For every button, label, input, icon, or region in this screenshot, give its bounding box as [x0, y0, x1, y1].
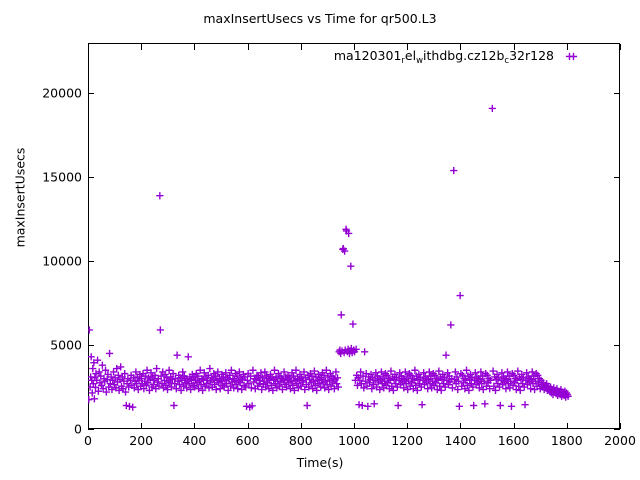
y-tick-label: 15000: [42, 169, 82, 185]
x-tick-mark-top: [247, 44, 249, 50]
legend-series-label: ma120301relwithdbg.cz12bc32r128: [333, 48, 554, 66]
y-tick-mark-right: [614, 177, 620, 179]
y-tick-label: 5000: [50, 337, 82, 353]
y-tick-mark: [88, 177, 94, 179]
x-tick-mark: [620, 423, 621, 429]
x-tick-mark: [460, 423, 462, 429]
x-tick-label: 200: [129, 433, 154, 448]
x-tick-label: 400: [182, 433, 207, 448]
x-tick-mark-top: [407, 44, 409, 50]
x-tick-mark: [407, 423, 409, 429]
x-tick-label: 1600: [497, 433, 530, 448]
x-tick-mark-top: [354, 44, 355, 50]
x-tick-label: 800: [288, 433, 313, 448]
x-tick-mark-top: [141, 44, 143, 50]
y-tick-mark: [88, 345, 94, 347]
x-tick-mark: [513, 423, 515, 429]
x-tick-label: 1200: [391, 433, 424, 448]
y-tick-label: 20000: [42, 85, 82, 101]
x-axis-label: Time(s): [296, 455, 344, 470]
x-tick-mark: [141, 423, 143, 429]
x-tick-mark-top: [513, 44, 515, 50]
x-tick-label: 1800: [550, 433, 583, 448]
x-tick-label: 600: [235, 433, 260, 448]
x-tick-mark: [194, 423, 196, 429]
x-tick-mark-top: [460, 44, 462, 50]
y-tick-label: 0: [74, 421, 82, 437]
x-tick-label: 0: [84, 433, 92, 448]
y-tick-mark-right: [614, 261, 620, 263]
y-axis-label: maxInsertUsecs: [12, 147, 28, 248]
x-tick-mark: [566, 423, 568, 429]
y-tick-label: 10000: [42, 253, 82, 269]
x-tick-mark-top: [300, 44, 302, 50]
x-tick-mark: [354, 423, 355, 429]
x-tick-mark: [247, 423, 249, 429]
y-tick-mark: [88, 93, 94, 95]
y-tick-mark: [88, 261, 94, 263]
x-tick-mark: [300, 423, 302, 429]
y-tick-mark-right: [614, 345, 620, 347]
plot-area-frame: [88, 43, 620, 429]
x-tick-mark-top: [194, 44, 196, 50]
x-tick-mark-top: [566, 44, 568, 50]
y-tick-mark: [88, 429, 94, 430]
x-tick-label: 1400: [444, 433, 477, 448]
y-tick-mark-right: [614, 93, 620, 95]
chart-title: maxInsertUsecs vs Time for qr500.L3: [203, 11, 437, 26]
x-tick-label: 1000: [338, 433, 370, 448]
x-tick-mark-top: [620, 44, 621, 50]
y-tick-mark-right: [614, 429, 620, 430]
x-tick-label: 2000: [604, 433, 636, 448]
